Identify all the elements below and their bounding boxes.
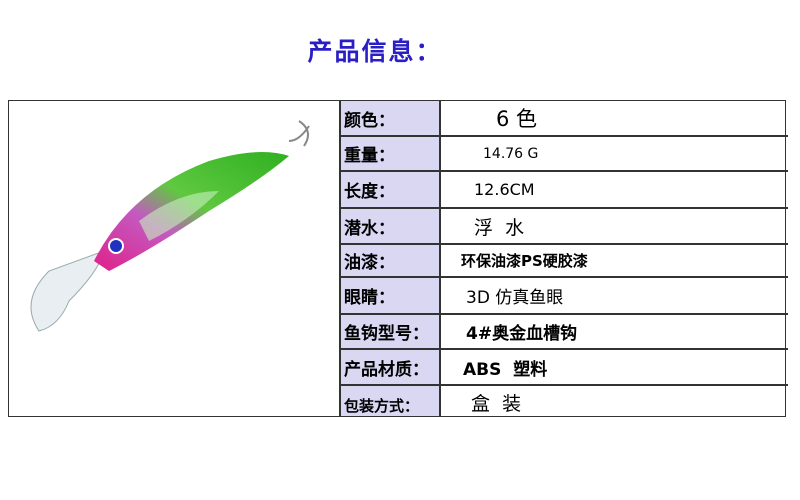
- spec-value: 浮 水: [474, 216, 525, 239]
- spec-value: 4#奥金血槽钩: [466, 324, 578, 344]
- spec-value: 6 色: [496, 107, 538, 131]
- spec-value: 14.76 G: [483, 145, 539, 162]
- spec-label: 鱼钩型号：: [341, 315, 441, 348]
- spec-row-color: 颜色： 6 色: [341, 101, 788, 137]
- spec-label: 产品材质：: [341, 350, 441, 384]
- spec-label: 颜色：: [341, 101, 441, 135]
- spec-value: 3D 仿真鱼眼: [466, 288, 564, 308]
- spec-value: 12.6CM: [474, 180, 535, 199]
- spec-row-material: 产品材质： ABS 塑料: [341, 350, 788, 386]
- spec-label: 包装方式：: [341, 386, 441, 416]
- spec-label: 长度：: [341, 172, 441, 207]
- spec-row-buoyancy: 潜水： 浮 水: [341, 209, 788, 245]
- spec-value: 环保油漆PS硬胶漆: [461, 252, 588, 270]
- spec-row-weight: 重量： 14.76 G: [341, 137, 788, 172]
- spec-label: 重量：: [341, 137, 441, 170]
- spec-table: 颜色： 6 色 重量： 14.76 G 长度： 12.6CM 潜水： 浮 水 油…: [339, 101, 788, 416]
- page-title: 产品信息：: [307, 37, 443, 66]
- spec-value: 盒 装: [471, 393, 522, 415]
- spec-row-paint: 油漆： 环保油漆PS硬胶漆: [341, 245, 788, 278]
- spec-row-packaging: 包装方式： 盒 装: [341, 386, 788, 416]
- spec-row-hook: 鱼钩型号： 4#奥金血槽钩: [341, 315, 788, 350]
- spec-row-length: 长度： 12.6CM: [341, 172, 788, 209]
- product-info-panel: 颜色： 6 色 重量： 14.76 G 长度： 12.6CM 潜水： 浮 水 油…: [8, 100, 788, 417]
- spec-label: 眼睛：: [341, 278, 441, 313]
- spec-value: ABS 塑料: [463, 359, 548, 380]
- spec-label: 油漆：: [341, 245, 441, 276]
- spec-label: 潜水：: [341, 209, 441, 243]
- spec-row-eyes: 眼睛： 3D 仿真鱼眼: [341, 278, 788, 315]
- fishing-lure-photo: [9, 101, 339, 416]
